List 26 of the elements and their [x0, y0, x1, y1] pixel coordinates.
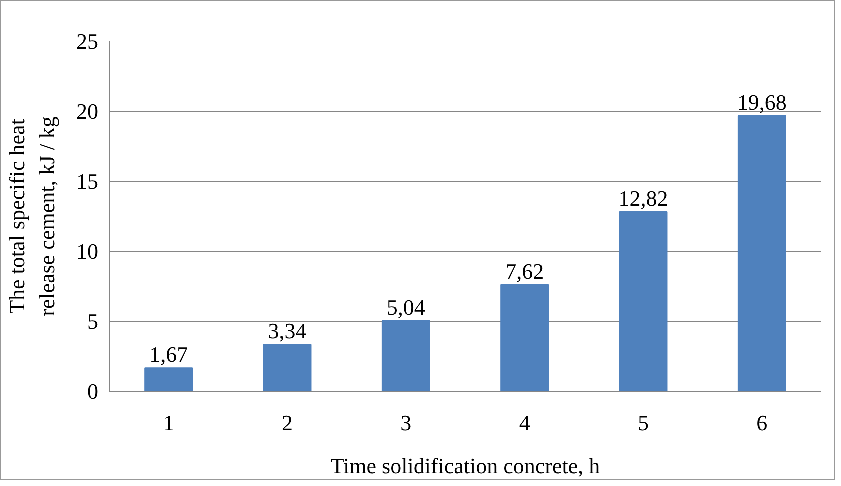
x-tick-label: 1	[163, 410, 174, 436]
y-tick-label: 0	[88, 379, 98, 404]
data-label: 19,68	[737, 90, 787, 115]
x-tick-label: 3	[400, 410, 412, 436]
y-axis-title: The total specific heat release cement, kJ / kg	[4, 116, 60, 316]
data-label: 7,62	[506, 258, 544, 284]
bar	[382, 320, 430, 392]
bar	[738, 115, 786, 392]
bar	[263, 344, 312, 392]
data-label: 12,82	[618, 186, 668, 212]
x-tick-label: 2	[282, 410, 293, 436]
bar	[619, 212, 668, 392]
y-tick-label: 5	[88, 309, 98, 334]
bar	[500, 284, 550, 392]
bar	[144, 368, 194, 392]
x-tick-label: 4	[519, 410, 530, 436]
x-tick-label: 6	[756, 410, 768, 436]
data-label: 5,04	[386, 294, 426, 320]
x-tick-label: 5	[638, 410, 649, 436]
y-tick-label: 10	[76, 239, 98, 264]
data-label: 1,67	[150, 342, 188, 368]
y-tick-label: 25	[76, 29, 98, 54]
data-label: 3,34	[268, 318, 307, 344]
y-tick-label: 20	[76, 99, 98, 124]
x-axis-title: Time solidification concrete, h	[330, 454, 600, 478]
y-tick-label: 15	[76, 169, 98, 194]
